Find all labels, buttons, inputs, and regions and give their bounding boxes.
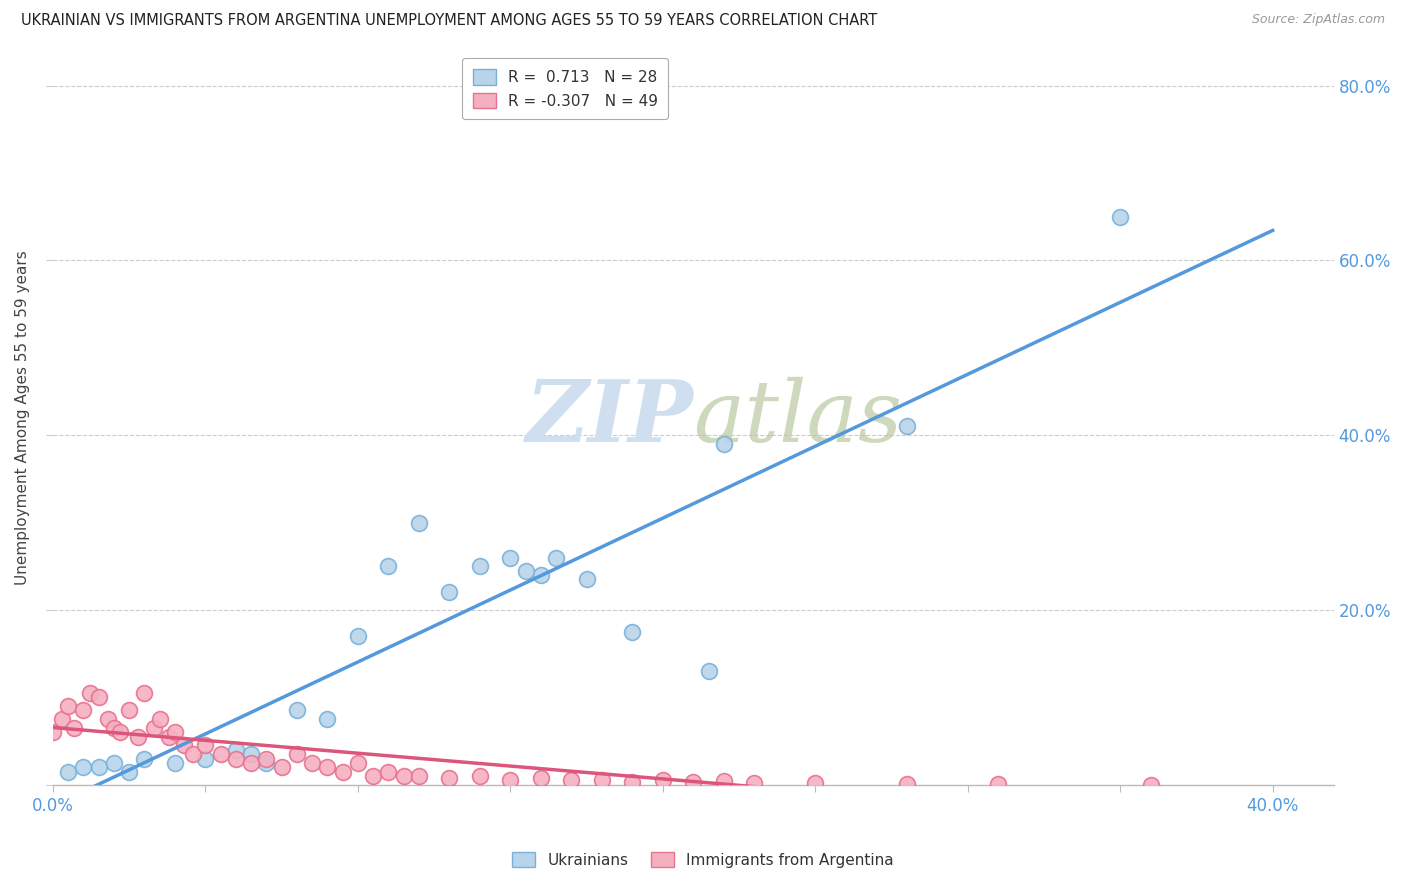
Point bbox=[254, 756, 277, 770]
Point bbox=[392, 769, 415, 783]
Point bbox=[194, 739, 217, 753]
Point bbox=[621, 775, 644, 789]
Text: atlas: atlas bbox=[693, 376, 903, 459]
Point bbox=[316, 712, 339, 726]
Point bbox=[163, 725, 186, 739]
Text: UKRAINIAN VS IMMIGRANTS FROM ARGENTINA UNEMPLOYMENT AMONG AGES 55 TO 59 YEARS CO: UKRAINIAN VS IMMIGRANTS FROM ARGENTINA U… bbox=[21, 13, 877, 29]
Point bbox=[163, 756, 186, 770]
Point bbox=[530, 568, 553, 582]
Point bbox=[544, 550, 567, 565]
Point bbox=[682, 775, 704, 789]
Point bbox=[347, 629, 370, 643]
Point bbox=[42, 725, 65, 739]
Point bbox=[103, 721, 125, 735]
Text: Source: ZipAtlas.com: Source: ZipAtlas.com bbox=[1251, 13, 1385, 27]
Point bbox=[240, 756, 263, 770]
Point bbox=[499, 550, 522, 565]
Point bbox=[742, 776, 765, 790]
Point bbox=[72, 760, 94, 774]
Point bbox=[408, 769, 430, 783]
Point bbox=[181, 747, 204, 761]
Point bbox=[361, 769, 384, 783]
Point bbox=[713, 437, 735, 451]
Point bbox=[118, 703, 141, 717]
Point bbox=[127, 730, 149, 744]
Point bbox=[621, 624, 644, 639]
Point bbox=[530, 771, 553, 785]
Legend: Ukrainians, Immigrants from Argentina: Ukrainians, Immigrants from Argentina bbox=[505, 844, 901, 875]
Point bbox=[118, 764, 141, 779]
Text: ZIP: ZIP bbox=[526, 376, 693, 459]
Point bbox=[209, 747, 232, 761]
Point bbox=[134, 686, 156, 700]
Point bbox=[51, 712, 73, 726]
Point bbox=[439, 585, 461, 599]
Point bbox=[157, 730, 180, 744]
Point bbox=[97, 712, 120, 726]
Point bbox=[332, 764, 354, 779]
Point bbox=[285, 703, 308, 717]
Point bbox=[468, 769, 491, 783]
Point bbox=[987, 777, 1010, 791]
Point bbox=[56, 764, 79, 779]
Point bbox=[651, 773, 673, 788]
Point bbox=[697, 664, 720, 678]
Point bbox=[173, 739, 195, 753]
Point bbox=[575, 573, 598, 587]
Point bbox=[134, 751, 156, 765]
Point bbox=[103, 756, 125, 770]
Point bbox=[713, 774, 735, 789]
Point bbox=[515, 564, 537, 578]
Point bbox=[270, 760, 292, 774]
Point bbox=[72, 703, 94, 717]
Point bbox=[56, 699, 79, 714]
Point bbox=[377, 764, 399, 779]
Point bbox=[896, 777, 918, 791]
Point bbox=[347, 756, 370, 770]
Point bbox=[1139, 778, 1161, 792]
Point bbox=[285, 747, 308, 761]
Point bbox=[377, 559, 399, 574]
Point bbox=[408, 516, 430, 530]
Point bbox=[1109, 210, 1132, 224]
Legend: R =  0.713   N = 28, R = -0.307   N = 49: R = 0.713 N = 28, R = -0.307 N = 49 bbox=[463, 58, 668, 120]
Point bbox=[254, 751, 277, 765]
Point bbox=[79, 686, 101, 700]
Point bbox=[301, 756, 323, 770]
Point bbox=[240, 747, 263, 761]
Point bbox=[560, 772, 582, 787]
Point bbox=[108, 725, 131, 739]
Point bbox=[804, 776, 827, 790]
Point bbox=[499, 773, 522, 788]
Point bbox=[87, 760, 110, 774]
Point bbox=[194, 751, 217, 765]
Point bbox=[439, 771, 461, 785]
Point bbox=[316, 760, 339, 774]
Point bbox=[225, 751, 247, 765]
Point bbox=[591, 773, 613, 788]
Y-axis label: Unemployment Among Ages 55 to 59 years: Unemployment Among Ages 55 to 59 years bbox=[15, 251, 30, 585]
Point bbox=[896, 419, 918, 434]
Point bbox=[149, 712, 172, 726]
Point bbox=[63, 721, 86, 735]
Point bbox=[142, 721, 165, 735]
Point bbox=[468, 559, 491, 574]
Point bbox=[87, 690, 110, 705]
Point bbox=[225, 743, 247, 757]
